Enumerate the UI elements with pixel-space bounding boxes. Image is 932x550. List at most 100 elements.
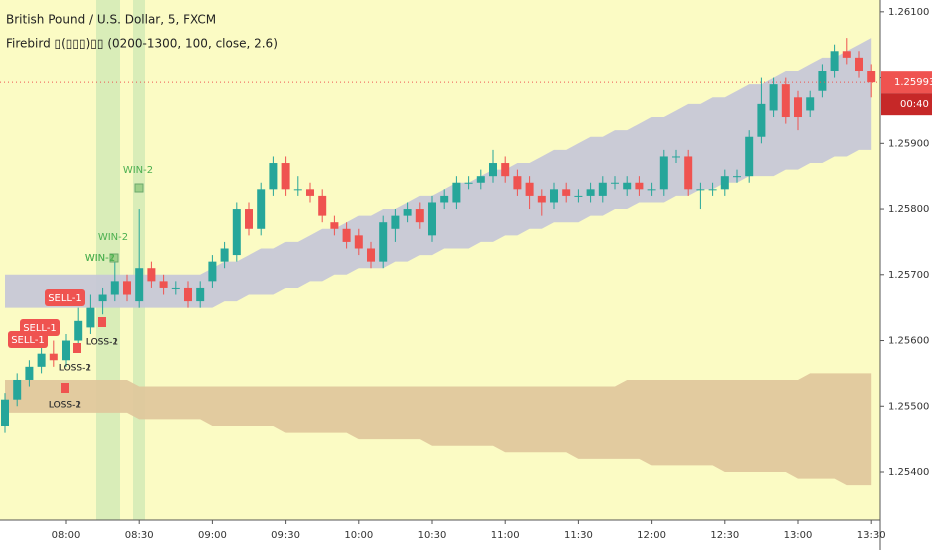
candle-body — [62, 340, 70, 361]
candle-body — [428, 202, 436, 236]
candle-body — [171, 287, 180, 289]
candle-body — [757, 103, 766, 137]
candle-body — [525, 182, 534, 196]
y-tick-label: 1.25600 — [888, 336, 929, 347]
candle-body — [855, 57, 863, 71]
candle-body — [1, 399, 9, 426]
candle-body — [196, 287, 205, 302]
candle-body — [696, 189, 705, 191]
x-tick-label: 08:30 — [125, 530, 154, 541]
x-tick-label: 09:00 — [198, 530, 227, 541]
candle-body — [367, 248, 375, 262]
candle-body — [562, 189, 571, 196]
candle-body — [513, 176, 522, 190]
candle-body — [769, 84, 778, 111]
candle-body — [98, 294, 107, 302]
candle-body — [318, 195, 327, 216]
candle-body — [379, 222, 388, 262]
loss-label: LOSS-2 — [49, 401, 81, 411]
candle-body — [74, 320, 83, 341]
candle-body — [635, 182, 644, 190]
win-label: WIN-2 — [98, 232, 128, 243]
x-tick-label: 08:00 — [52, 530, 81, 541]
candle-body — [464, 182, 473, 184]
candle-body — [37, 353, 46, 367]
candle-body — [159, 281, 168, 288]
candle-body — [489, 163, 497, 177]
candle-body — [794, 97, 802, 118]
candle-body — [672, 156, 680, 158]
loss-label: LOSS-2 — [86, 338, 118, 348]
candle-body — [537, 195, 546, 203]
loss-label: LOSS-2 — [59, 364, 91, 374]
candle-body — [208, 261, 217, 282]
x-tick-label: 09:30 — [271, 530, 300, 541]
indicator-label: Firebird ▯(▯▯▯)▯▯ (0200-1300, 100, close… — [6, 37, 278, 51]
band-area — [5, 373, 872, 486]
last-price-box — [881, 71, 932, 94]
sell-label: SELL-1 — [23, 323, 57, 334]
chart-title: British Pound / U.S. Dollar, 5, FXCM — [6, 13, 216, 27]
candle-body — [415, 209, 424, 223]
candle-body — [257, 189, 266, 229]
candle-body — [281, 163, 290, 190]
sell-label: SELL-1 — [11, 335, 45, 346]
candle-body — [184, 287, 192, 302]
win-marker — [109, 253, 119, 263]
candle-body — [135, 268, 144, 302]
candle-body — [269, 163, 278, 190]
y-tick-label: 1.26100 — [888, 7, 929, 18]
axes: 1.25400 1.25500 1.25600 1.25700 1.25800 1.259… — [52, 7, 932, 541]
candle-body — [708, 189, 717, 191]
y-tick-label: 1.25500 — [888, 401, 929, 412]
candle-body — [403, 209, 412, 216]
sell-label: SELL-1 — [48, 293, 82, 304]
candle-body — [842, 51, 851, 58]
candle-body — [342, 228, 351, 242]
loss-marker — [73, 343, 81, 353]
candle-body — [550, 189, 558, 203]
candle-body — [306, 189, 314, 196]
candle-body — [354, 235, 363, 249]
loss-label: LOSS-1 — [86, 338, 118, 348]
candle-body — [598, 182, 607, 196]
sell-label-box — [8, 331, 48, 348]
candle-body — [123, 281, 131, 295]
candle-body — [586, 189, 595, 196]
win-label: WIN-2 — [85, 253, 115, 264]
x-tick-label: 13:00 — [784, 530, 813, 541]
candle-body — [806, 97, 815, 111]
last-price-label: 1.25993 — [894, 77, 932, 88]
countdown-box — [881, 93, 932, 116]
countdown-label: 00:40 — [900, 99, 929, 110]
candle-body — [659, 156, 668, 190]
candle-body — [818, 70, 827, 91]
x-tick-label: 11:30 — [564, 530, 593, 541]
y-tick-label: 1.25800 — [888, 204, 929, 215]
x-tick-label: 13:30 — [857, 530, 886, 541]
win-label: WIN-2 — [123, 165, 153, 176]
x-tick-label: 12:00 — [637, 530, 666, 541]
candle-body — [501, 163, 510, 177]
loss-marker — [98, 317, 106, 327]
y-tick-label: 1.25400 — [888, 467, 929, 478]
candle-body — [232, 209, 241, 256]
candle-body — [452, 182, 461, 203]
candle-body — [781, 84, 790, 118]
loss-label: LOSS-1 — [49, 401, 81, 411]
candle-body — [220, 248, 229, 262]
candle-body — [25, 366, 34, 380]
band-area — [5, 38, 872, 308]
candle-body — [147, 268, 156, 282]
candle-body — [623, 182, 632, 190]
candle-body — [574, 195, 583, 197]
win-label: WIN-1 — [85, 253, 115, 264]
candle-body — [293, 189, 302, 191]
plot-area: SELL-1SELL-1SELL-1WIN-2WIN-2WIN-1WIN-2LO… — [0, 38, 880, 486]
loss-label: LOSS-1 — [59, 364, 91, 374]
x-tick-label: 10:30 — [418, 530, 447, 541]
candle-body — [440, 195, 449, 203]
candle-body — [476, 176, 485, 183]
